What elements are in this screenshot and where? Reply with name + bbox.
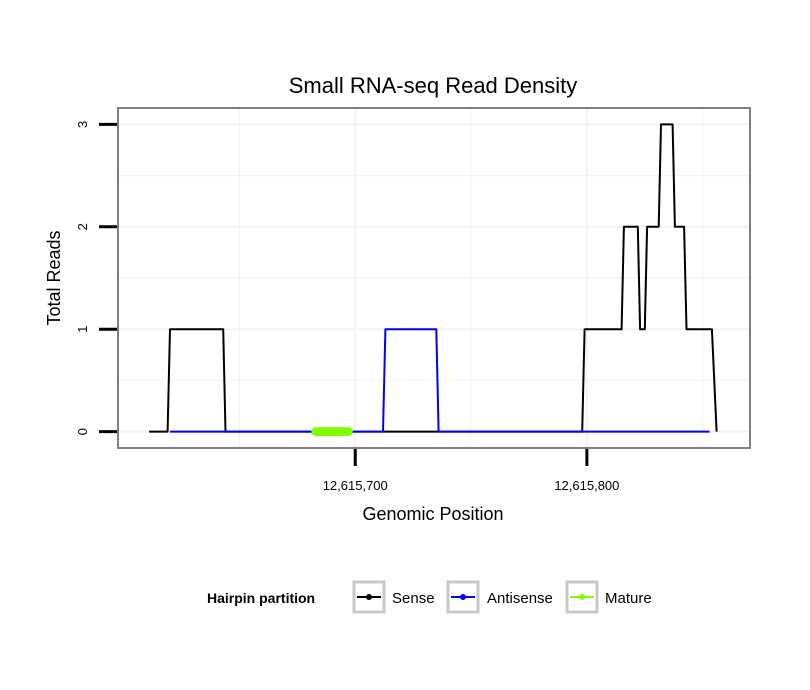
series-line-antisense (170, 328, 710, 433)
y-tick-label: 3 (75, 121, 90, 128)
x-tick-label: 12,615,800 (554, 478, 619, 493)
legend-title: Hairpin partition (207, 590, 315, 606)
legend-label-sense: Sense (392, 590, 435, 607)
y-tick-label: 2 (75, 223, 90, 230)
y-tick-label: 0 (75, 428, 90, 435)
legend-label-mature: Mature (605, 590, 652, 607)
chart-title: Small RNA-seq Read Density (289, 73, 578, 98)
y-tick-label: 1 (75, 326, 90, 333)
x-tick-label: 12,615,700 (323, 478, 388, 493)
x-axis-label: Genomic Position (362, 504, 503, 524)
legend-key-sense-dot (366, 594, 372, 600)
legend-key-mature-dot (579, 594, 585, 600)
legend-label-antisense: Antisense (487, 590, 553, 607)
legend-key-antisense-dot (460, 594, 466, 600)
axes: 0 1 2 3 12,615,700 12,615,800 (75, 121, 619, 493)
data-series (149, 123, 718, 437)
y-axis-label: Total Reads (44, 230, 64, 325)
series-line-sense (149, 123, 718, 433)
legend: Hairpin partition Sense Antisense Mature (207, 580, 652, 614)
